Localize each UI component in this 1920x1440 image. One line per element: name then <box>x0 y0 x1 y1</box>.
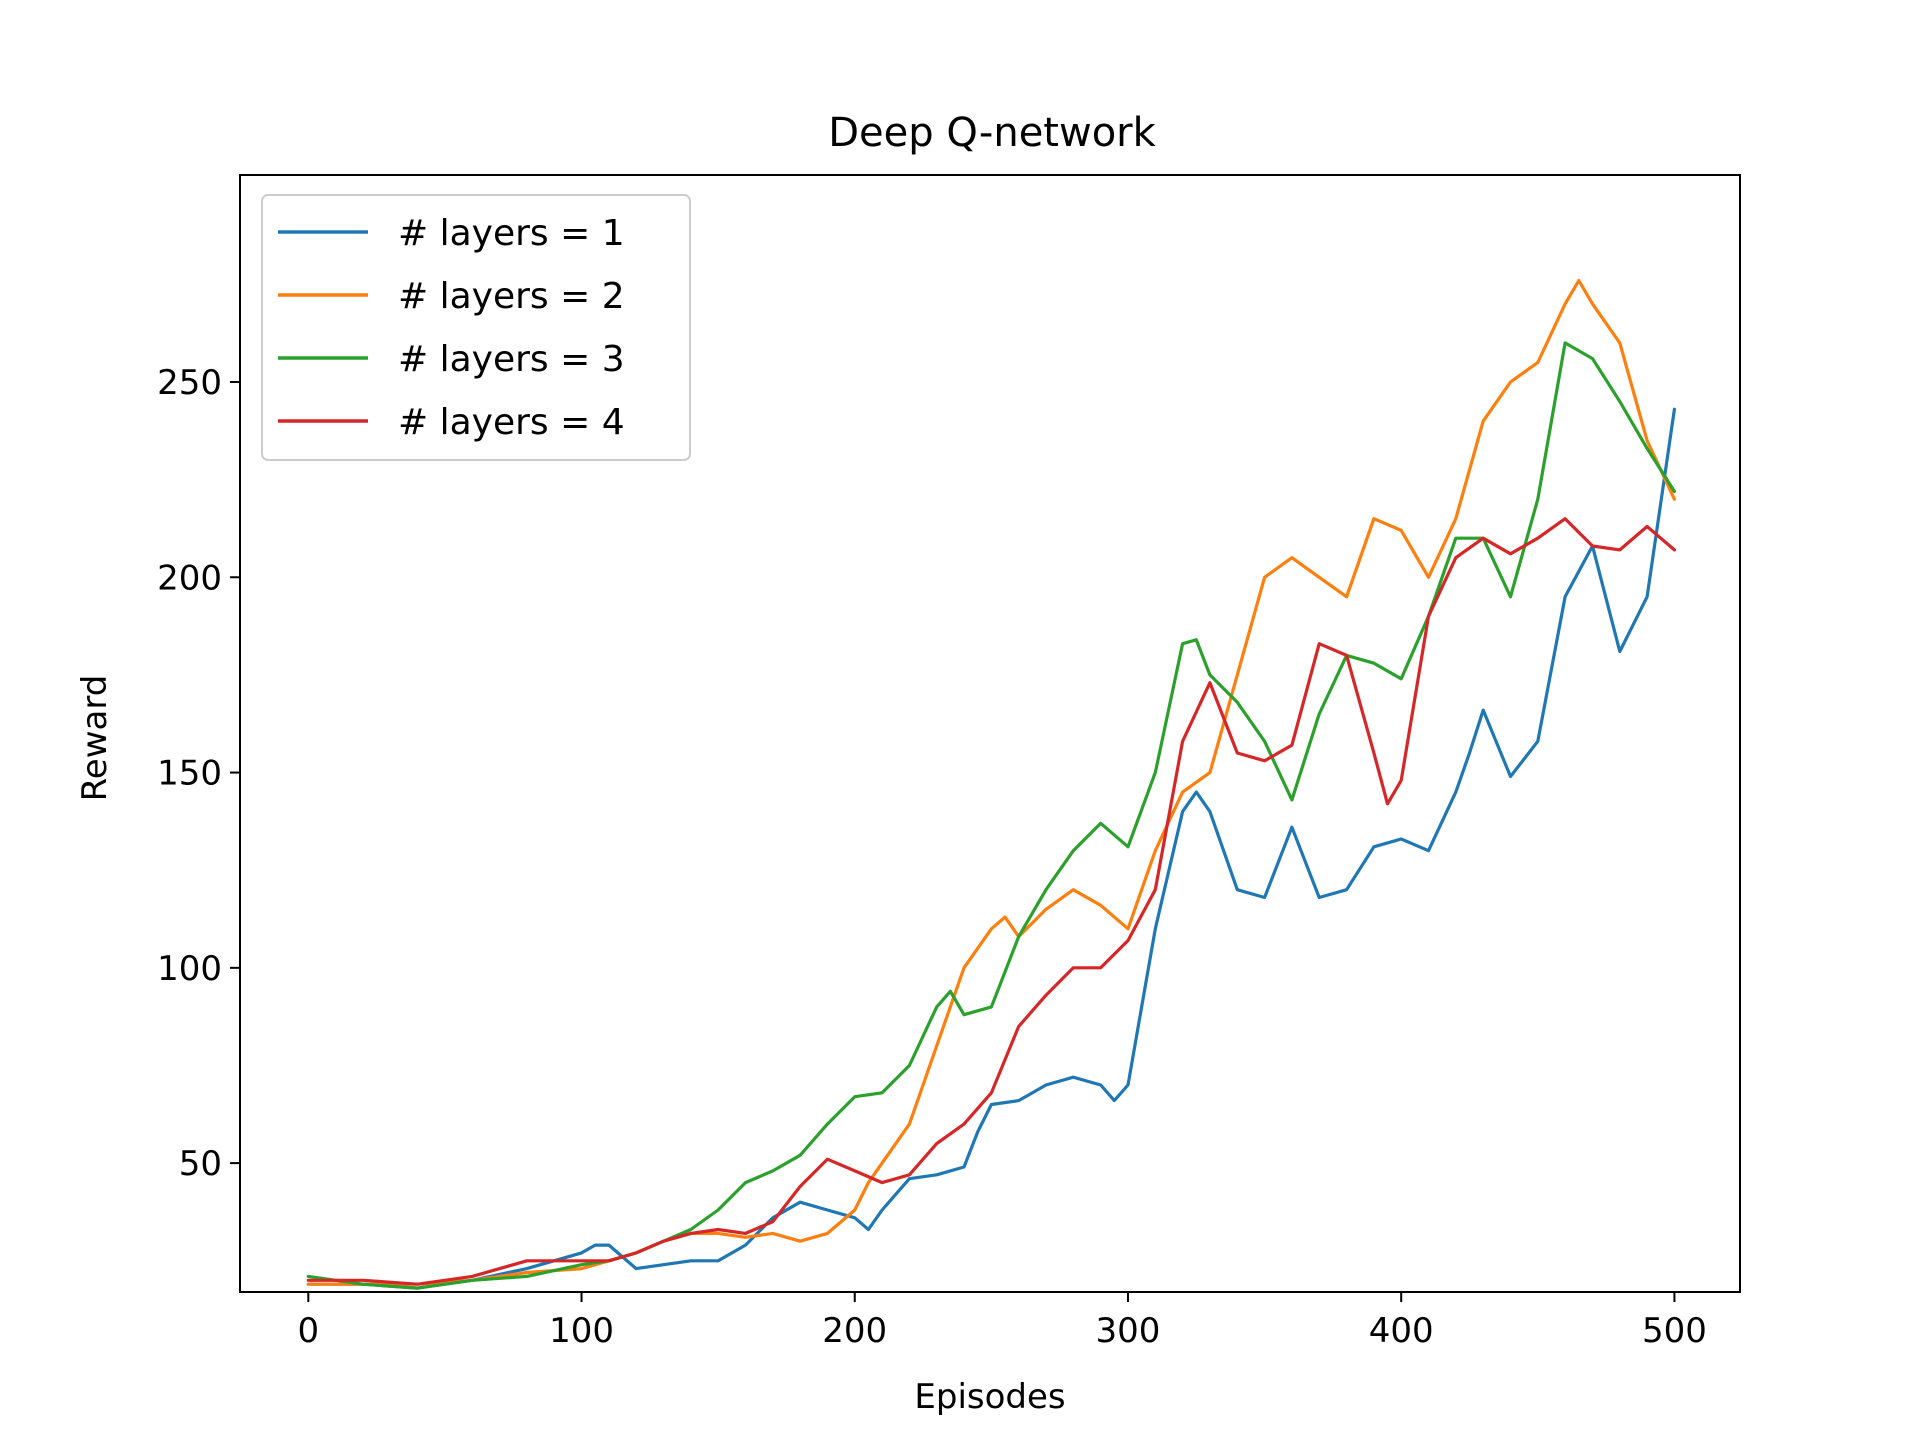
plot-frame <box>239 174 1741 1293</box>
y-axis: 50 100 150 200 250 <box>157 363 240 1184</box>
y-tick-label: 50 <box>179 1144 222 1184</box>
chart-title: Deep Q-network <box>828 110 1156 156</box>
y-tick-label: 150 <box>157 754 222 794</box>
x-axis-label: Episodes <box>914 1377 1065 1417</box>
legend-label-3: # layers = 3 <box>398 339 625 380</box>
legend-label-2: # layers = 2 <box>398 276 625 317</box>
x-tick-label: 400 <box>1369 1311 1434 1351</box>
y-axis-label: Reward <box>75 675 115 802</box>
x-tick-label: 300 <box>1096 1311 1161 1351</box>
legend: # layers = 1 # layers = 2 # layers = 3 # la… <box>261 194 691 461</box>
legend-label-4: # layers = 4 <box>398 402 625 443</box>
x-tick-label: 0 <box>297 1311 319 1351</box>
x-tick-label: 500 <box>1642 1311 1707 1351</box>
series-line-1 <box>306 407 1677 1290</box>
series-line-4 <box>306 517 1677 1286</box>
series-layer <box>306 278 1677 1290</box>
legend-label-1: # layers = 1 <box>398 213 625 254</box>
legend-box <box>261 194 691 461</box>
x-axis: 0 100 200 300 400 500 <box>297 1292 1707 1351</box>
y-tick-label: 200 <box>157 558 222 598</box>
x-tick-label: 200 <box>822 1311 887 1351</box>
x-tick-label: 100 <box>549 1311 614 1351</box>
y-tick-label: 250 <box>157 363 222 403</box>
y-tick-label: 100 <box>157 949 222 989</box>
